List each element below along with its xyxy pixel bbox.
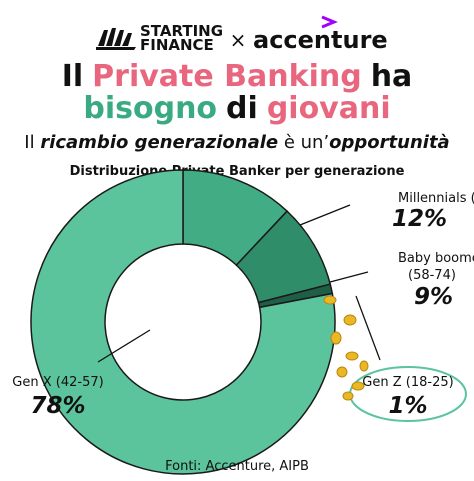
value-label: 9% bbox=[414, 284, 453, 310]
title-word: Private Banking bbox=[92, 59, 362, 94]
title-word: ha bbox=[371, 59, 413, 94]
chart-title: Distribuzione Private Banker per generaz… bbox=[70, 164, 405, 179]
subtitle-part: ricambio generazionale bbox=[40, 132, 278, 153]
subtitle-part: Il bbox=[24, 132, 40, 153]
donut bbox=[30, 169, 336, 475]
title-word: bisogno bbox=[83, 91, 217, 126]
subtitle: Il ricambio generazionale è un’opportuni… bbox=[24, 132, 449, 153]
title-line: bisogno di giovani bbox=[83, 91, 390, 126]
value-label: 78% bbox=[30, 393, 85, 419]
title-line: Il Private Banking ha bbox=[62, 59, 413, 94]
leader bbox=[299, 204, 351, 226]
separator: × bbox=[230, 28, 247, 52]
leader bbox=[97, 329, 151, 363]
logo-left: STARTING bbox=[140, 22, 223, 40]
title-word: giovani bbox=[267, 91, 391, 126]
leader bbox=[355, 295, 381, 361]
subtitle-part: opportunità bbox=[329, 132, 450, 153]
value-label: 12% bbox=[392, 206, 447, 232]
logo-right: accenture bbox=[253, 26, 388, 54]
source: Fonti: Accenture, AIPB bbox=[165, 459, 309, 474]
slice-label: Millennials (26-41) bbox=[398, 191, 474, 206]
logo-left: FINANCE bbox=[140, 36, 214, 54]
logo-icon bbox=[96, 28, 136, 50]
coins bbox=[323, 295, 369, 401]
slice-label: Gen X (42-57) bbox=[12, 375, 103, 390]
slice-label: Gen Z (18-25) bbox=[362, 375, 453, 390]
accent-mark bbox=[321, 15, 338, 29]
leader bbox=[329, 271, 369, 283]
slice-label: Baby boomers(58-74) bbox=[398, 251, 474, 283]
subtitle-part: è un’ bbox=[278, 132, 329, 153]
title-word: di bbox=[226, 91, 258, 126]
title-word: Il bbox=[62, 59, 83, 94]
leaders bbox=[97, 204, 381, 363]
value-label: 1% bbox=[388, 393, 427, 419]
slice bbox=[30, 169, 336, 475]
